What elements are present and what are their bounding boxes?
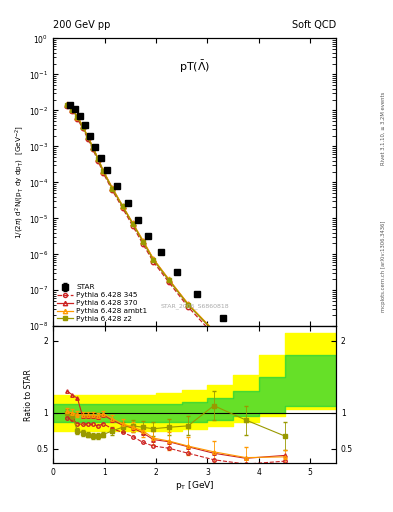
Pythia 6.428 345 (65, 102, 70, 109)
Pythia 6.428 370 (151, 256, 156, 262)
Text: 200 GeV pp: 200 GeV pp (53, 19, 110, 30)
Pythia 6.428 345 (130, 223, 135, 229)
Line: Pythia 6.428 ambt1: Pythia 6.428 ambt1 (65, 102, 287, 403)
Pythia 6.428 370 (120, 203, 125, 209)
Pythia 6.428 z2 (130, 221, 135, 227)
Pythia 6.428 ambt1 (186, 301, 191, 307)
Pythia 6.428 345 (96, 158, 101, 164)
Pythia 6.428 ambt1 (110, 184, 115, 190)
Pythia 6.428 ambt1 (65, 101, 70, 108)
Pythia 6.428 370 (211, 328, 216, 334)
Pythia 6.428 ambt1 (85, 133, 90, 139)
Pythia 6.428 370 (101, 168, 106, 174)
Pythia 6.428 z2 (65, 102, 70, 108)
Pythia 6.428 z2 (110, 185, 115, 191)
Pythia 6.428 ambt1 (141, 238, 145, 244)
Pythia 6.428 345 (211, 332, 216, 338)
Text: Rivet 3.1.10, ≥ 3.2M events: Rivet 3.1.10, ≥ 3.2M events (381, 91, 386, 165)
Line: Pythia 6.428 345: Pythia 6.428 345 (65, 103, 287, 406)
Pythia 6.428 z2 (90, 145, 95, 151)
Line: Pythia 6.428 370: Pythia 6.428 370 (65, 102, 287, 402)
Pythia 6.428 345 (244, 364, 248, 370)
Pythia 6.428 ambt1 (244, 360, 248, 366)
Pythia 6.428 z2 (151, 257, 156, 263)
Text: STAR_2006_S6860818: STAR_2006_S6860818 (160, 303, 229, 309)
Pythia 6.428 ambt1 (96, 156, 101, 162)
Pythia 6.428 z2 (186, 302, 191, 308)
Pythia 6.428 z2 (96, 156, 101, 162)
Pythia 6.428 370 (110, 185, 115, 191)
Y-axis label: Ratio to STAR: Ratio to STAR (24, 369, 33, 421)
Pythia 6.428 z2 (80, 124, 85, 130)
Pythia 6.428 370 (141, 238, 145, 244)
Pythia 6.428 ambt1 (151, 255, 156, 262)
Pythia 6.428 370 (130, 220, 135, 226)
Pythia 6.428 370 (244, 360, 248, 367)
Pythia 6.428 345 (101, 170, 106, 176)
Pythia 6.428 z2 (101, 168, 106, 175)
Pythia 6.428 ambt1 (80, 123, 85, 129)
Pythia 6.428 345 (282, 400, 287, 407)
Pythia 6.428 345 (141, 241, 145, 247)
Pythia 6.428 345 (186, 304, 191, 310)
Pythia 6.428 345 (167, 279, 171, 285)
Pythia 6.428 345 (75, 116, 80, 122)
Pythia 6.428 ambt1 (120, 203, 125, 209)
Pythia 6.428 ambt1 (211, 328, 216, 334)
Pythia 6.428 370 (80, 123, 85, 130)
Pythia 6.428 ambt1 (282, 398, 287, 404)
Pythia 6.428 370 (186, 301, 191, 307)
Pythia 6.428 370 (96, 156, 101, 162)
Pythia 6.428 z2 (211, 328, 216, 334)
Pythia 6.428 370 (167, 276, 171, 283)
Pythia 6.428 ambt1 (75, 114, 80, 120)
Pythia 6.428 345 (110, 187, 115, 193)
Pythia 6.428 370 (90, 144, 95, 151)
Pythia 6.428 z2 (282, 398, 287, 404)
Pythia 6.428 z2 (167, 277, 171, 283)
Pythia 6.428 345 (90, 146, 95, 153)
Pythia 6.428 ambt1 (90, 144, 95, 150)
Pythia 6.428 370 (65, 101, 70, 108)
Pythia 6.428 345 (70, 108, 75, 114)
Pythia 6.428 ambt1 (130, 220, 135, 226)
Pythia 6.428 ambt1 (167, 276, 171, 283)
Pythia 6.428 z2 (244, 361, 248, 367)
Line: Pythia 6.428 z2: Pythia 6.428 z2 (65, 103, 286, 403)
Pythia 6.428 345 (151, 259, 156, 265)
Pythia 6.428 370 (85, 134, 90, 140)
Pythia 6.428 ambt1 (70, 106, 75, 112)
Pythia 6.428 z2 (120, 203, 125, 209)
Pythia 6.428 z2 (70, 107, 75, 113)
Pythia 6.428 z2 (141, 239, 145, 245)
Pythia 6.428 345 (85, 136, 90, 142)
Pythia 6.428 ambt1 (101, 167, 106, 174)
Pythia 6.428 370 (282, 397, 287, 403)
Legend: STAR, Pythia 6.428 345, Pythia 6.428 370, Pythia 6.428 ambt1, Pythia 6.428 z2: STAR, Pythia 6.428 345, Pythia 6.428 370… (57, 284, 148, 323)
Y-axis label: 1/(2$\pi$) d$^2$N/(p$_{\rm T}$ dy dp$_{\rm T}$)  [GeV$^{-2}$]: 1/(2$\pi$) d$^2$N/(p$_{\rm T}$ dy dp$_{\… (13, 125, 26, 240)
X-axis label: p$_{\rm T}$ [GeV]: p$_{\rm T}$ [GeV] (175, 479, 214, 492)
Text: pT($\bar{\Lambda}$): pT($\bar{\Lambda}$) (179, 58, 210, 75)
Pythia 6.428 345 (80, 125, 85, 131)
Pythia 6.428 z2 (85, 134, 90, 140)
Pythia 6.428 345 (120, 205, 125, 211)
Pythia 6.428 370 (75, 114, 80, 120)
Text: Soft QCD: Soft QCD (292, 19, 336, 30)
Text: mcplots.cern.ch [arXiv:1306.3436]: mcplots.cern.ch [arXiv:1306.3436] (381, 221, 386, 312)
Pythia 6.428 z2 (75, 114, 80, 120)
Pythia 6.428 370 (70, 106, 75, 113)
